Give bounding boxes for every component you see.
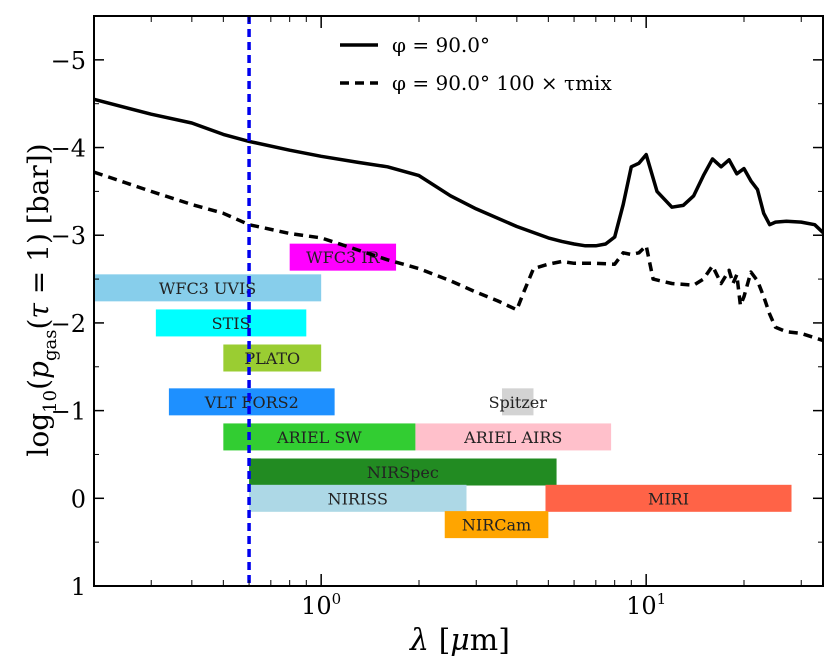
instrument-bar-nircam xyxy=(444,511,549,539)
instrument-bar-spitzer xyxy=(501,388,534,416)
instrument-label-ariel-sw: ARIEL SW xyxy=(276,428,362,447)
instrument-bar-plato xyxy=(223,344,322,372)
instrument-label-nirspec: NIRSpec xyxy=(367,463,439,482)
instrument-bar-vlt-fors2 xyxy=(168,388,335,416)
instrument-bar-stis xyxy=(155,309,307,337)
legend-label-solid: φ = 90.0° xyxy=(392,33,490,57)
instrument-label-ariel-airs: ARIEL AIRS xyxy=(463,428,562,447)
instrument-label-spitzer: Spitzer xyxy=(489,393,548,412)
instrument-label-wfc3-ir: WFC3 IR xyxy=(306,248,380,267)
y-tick-label: −4 xyxy=(51,135,86,163)
instrument-bar-wfc3-uvis xyxy=(94,274,322,302)
instrument-bar-ariel-sw xyxy=(223,423,416,451)
y-tick-label: −5 xyxy=(51,47,86,75)
instrument-label-nircam: NIRCam xyxy=(462,516,531,535)
y-tick-label: 1 xyxy=(71,573,86,601)
y-tick-label: −3 xyxy=(51,222,86,250)
legend: φ = 90.0° φ = 90.0° 100 × τmix xyxy=(340,33,612,95)
y-tick-label: −1 xyxy=(51,398,86,426)
instrument-label-vlt-fors2: VLT FORS2 xyxy=(204,393,299,412)
instrument-bar-miri xyxy=(545,484,792,512)
instrument-label-miri: MIRI xyxy=(648,489,689,508)
y-tick-label: 0 xyxy=(71,485,86,513)
series-line-solid xyxy=(94,97,823,248)
y-tick-label: −2 xyxy=(51,310,86,338)
x-axis-title: λ [μm] xyxy=(409,623,510,658)
instrument-label-stis: STIS xyxy=(212,314,251,333)
instrument-bar-ariel-airs xyxy=(415,423,612,451)
instrument-bar-niriss xyxy=(249,484,467,512)
plot-frame xyxy=(93,15,824,587)
instrument-bar-wfc3-ir xyxy=(289,243,397,271)
series-line-dashed xyxy=(94,170,823,343)
y-axis-title: log10(pgas(τ = 1) [bar]) xyxy=(22,143,61,456)
series-lines xyxy=(94,97,823,343)
instrument-bar-nirspec xyxy=(249,458,557,486)
legend-label-dashed: φ = 90.0° 100 × τmix xyxy=(392,71,612,95)
instrument-label-wfc3-uvis: WFC3 UVIS xyxy=(159,279,256,298)
instrument-bars: WFC3 IR WFC3 UVIS STIS PLATO VLT FORS2 Spitze… xyxy=(94,243,792,539)
instrument-label-niriss: NIRISS xyxy=(328,489,388,508)
instrument-label-plato: PLATO xyxy=(244,349,300,368)
